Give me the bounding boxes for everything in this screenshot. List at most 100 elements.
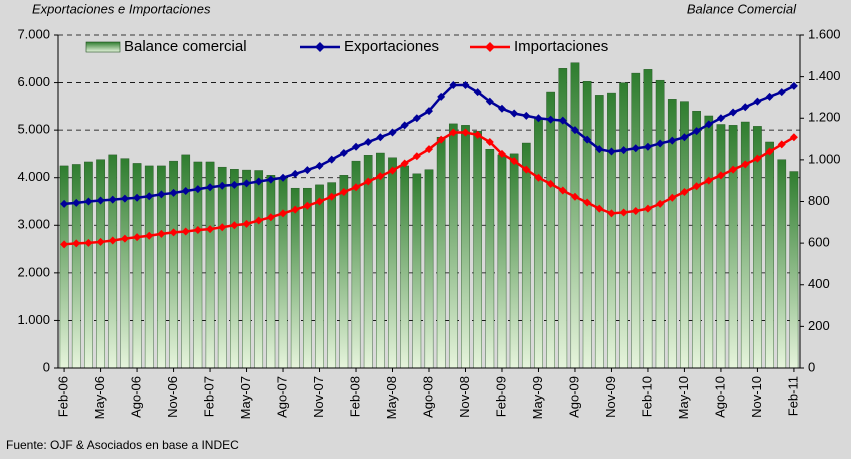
bar xyxy=(108,154,118,369)
line-marker xyxy=(656,199,665,208)
line-marker xyxy=(339,187,348,196)
line-marker xyxy=(741,160,750,169)
line-marker xyxy=(315,197,324,206)
line-marker xyxy=(157,229,166,238)
line-marker xyxy=(254,177,263,186)
y2-tick-label: 1.200 xyxy=(808,110,841,125)
bar xyxy=(205,161,215,369)
line-marker xyxy=(461,128,470,137)
line-marker xyxy=(181,227,190,236)
bar xyxy=(692,110,701,369)
line-marker xyxy=(631,144,640,153)
bar xyxy=(424,169,434,369)
line-marker xyxy=(84,197,93,206)
line-marker xyxy=(254,216,263,225)
line-marker xyxy=(145,231,154,240)
line-marker xyxy=(425,107,433,116)
bar xyxy=(71,164,81,369)
line-marker xyxy=(680,187,689,196)
x-tick-label: Nov-07 xyxy=(311,376,326,418)
line-marker xyxy=(339,148,348,157)
line-marker xyxy=(242,219,251,228)
line-marker xyxy=(376,133,385,142)
y-tick-label: 1.000 xyxy=(17,312,50,327)
bar xyxy=(59,165,69,369)
line-marker xyxy=(133,233,142,242)
x-tick-label: Ago-06 xyxy=(129,376,144,418)
legend-marker xyxy=(485,42,495,52)
source-note: Fuente: OJF & Asociados en base a INDEC xyxy=(6,438,239,452)
bar xyxy=(680,101,689,369)
y2-tick-label: 800 xyxy=(808,193,830,208)
line-marker xyxy=(412,152,421,161)
line-marker xyxy=(193,185,202,194)
line-marker xyxy=(595,204,604,213)
legend-swatch xyxy=(85,41,121,53)
y2-tick-label: 200 xyxy=(808,318,830,333)
line-marker xyxy=(425,145,433,154)
legend-label: Exportaciones xyxy=(344,38,439,55)
line-marker xyxy=(206,225,215,234)
line-marker xyxy=(777,140,786,149)
x-tick-label: Nov-08 xyxy=(457,376,472,418)
legend-label: Importaciones xyxy=(514,38,608,55)
line-marker xyxy=(169,188,178,197)
line-marker xyxy=(729,108,738,117)
x-tick-label: Feb-11 xyxy=(785,376,800,416)
x-tick-label: May-07 xyxy=(238,376,253,419)
line-marker xyxy=(72,239,81,248)
line-marker xyxy=(145,192,154,201)
line-marker xyxy=(497,149,506,158)
bar xyxy=(570,62,580,369)
x-tick-label: Ago-09 xyxy=(566,376,581,418)
line-marker xyxy=(558,116,567,125)
y-tick-label: 6.000 xyxy=(17,74,50,89)
x-tick-label: Feb-10 xyxy=(639,376,654,417)
line-marker xyxy=(352,183,361,192)
line-marker xyxy=(449,128,458,137)
line-marker xyxy=(96,196,105,205)
y-tick-label: 2.000 xyxy=(17,264,50,279)
line-marker xyxy=(473,130,482,139)
line-marker xyxy=(193,226,202,235)
line-marker xyxy=(303,201,312,210)
y2-tick-label: 0 xyxy=(808,359,815,374)
bar xyxy=(217,166,227,369)
bar xyxy=(266,175,276,369)
bar xyxy=(181,154,191,369)
line-marker xyxy=(765,92,774,101)
line-marker xyxy=(230,180,239,189)
line-marker xyxy=(60,240,69,249)
bar xyxy=(716,124,726,369)
bar xyxy=(655,79,665,369)
line-marker xyxy=(120,234,129,243)
line-marker xyxy=(789,133,798,142)
line-marker xyxy=(303,166,312,175)
line-marker xyxy=(412,114,421,123)
bar xyxy=(497,154,507,369)
line-marker xyxy=(534,173,543,182)
line-marker xyxy=(497,104,506,113)
x-tick-label: May-08 xyxy=(384,376,399,419)
bar xyxy=(303,187,312,369)
line-marker xyxy=(279,173,288,182)
line-marker xyxy=(157,190,166,199)
line-marker xyxy=(206,183,215,192)
line-marker xyxy=(327,155,336,164)
line-marker xyxy=(218,181,227,190)
bar xyxy=(315,184,324,369)
line-marker xyxy=(108,195,117,204)
line-marker xyxy=(376,172,385,181)
line-marker xyxy=(181,187,190,196)
y-tick-label: 7.000 xyxy=(17,26,50,41)
line-marker xyxy=(656,139,665,148)
line-marker xyxy=(510,109,519,118)
line-marker xyxy=(449,80,458,89)
line-marker xyxy=(729,165,738,174)
line-marker xyxy=(96,237,105,246)
bar xyxy=(728,125,738,369)
bar xyxy=(607,92,616,369)
line-marker xyxy=(266,213,275,222)
line-marker xyxy=(680,133,689,142)
